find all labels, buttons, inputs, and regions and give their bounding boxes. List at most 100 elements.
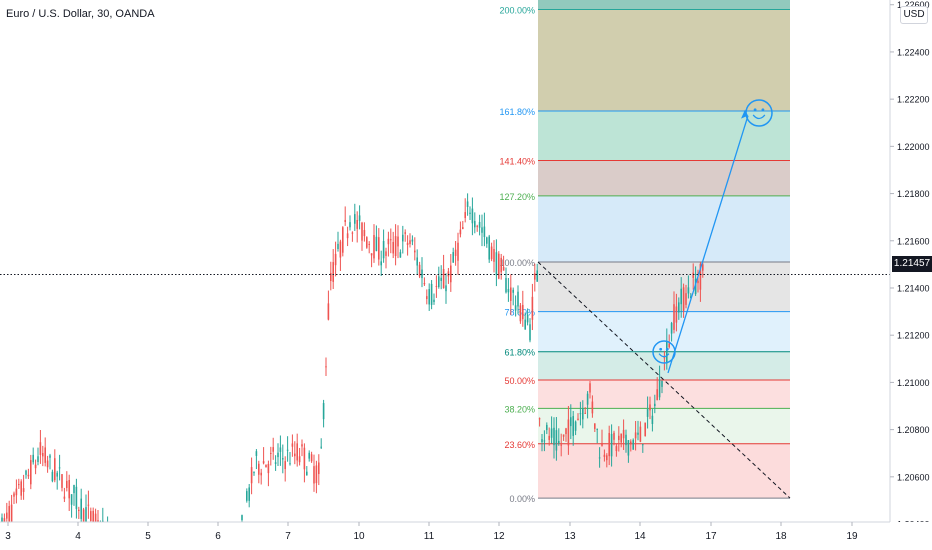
candle-body xyxy=(435,285,438,287)
candle-body xyxy=(265,464,267,468)
candle-body xyxy=(387,238,390,245)
candle-body xyxy=(392,241,394,254)
candle-body xyxy=(363,230,366,237)
candle-body xyxy=(452,252,454,263)
candle-body xyxy=(625,434,627,446)
candle-body xyxy=(526,314,529,323)
candle-body xyxy=(608,432,610,457)
candle-body xyxy=(459,229,462,235)
candle-body xyxy=(63,496,66,499)
candle-body xyxy=(294,453,296,457)
candle-body xyxy=(462,227,464,229)
candle-body xyxy=(339,241,342,258)
time-tick-label: 14 xyxy=(634,531,646,542)
candle-body xyxy=(361,222,363,241)
candle-body xyxy=(411,239,414,242)
candle-body xyxy=(687,287,690,294)
smiley-icon-eye xyxy=(761,108,765,112)
candle-body xyxy=(507,288,510,293)
time-axis-bg xyxy=(0,522,932,550)
candle-body xyxy=(644,422,646,437)
time-tick-label: 17 xyxy=(705,531,717,542)
candle-body xyxy=(694,278,697,295)
candle-body xyxy=(471,208,474,224)
candle-body xyxy=(668,343,670,348)
candle-body xyxy=(54,458,56,481)
candle-body xyxy=(346,233,349,239)
candle-body xyxy=(394,236,397,256)
candle-body xyxy=(25,470,27,475)
candle-body xyxy=(318,462,320,475)
smiley-icon xyxy=(652,340,676,364)
fib-level-label: 127.20% xyxy=(499,192,535,202)
fib-zone xyxy=(538,195,790,263)
time-tick-label: 3 xyxy=(5,531,11,542)
fib-level-label: 50.00% xyxy=(504,376,535,386)
candle-body xyxy=(562,434,565,437)
candle-body xyxy=(584,412,586,414)
candle-body xyxy=(270,453,272,455)
candle-body xyxy=(375,236,378,252)
candle-body xyxy=(493,248,495,262)
candle-body xyxy=(61,474,63,488)
price-tick-label: 1.21000 xyxy=(897,378,930,388)
candle-body xyxy=(75,486,78,509)
candle-body xyxy=(692,272,694,278)
candle-body xyxy=(490,246,493,260)
candle-body xyxy=(380,261,382,266)
candle-body xyxy=(433,299,435,303)
candle-body xyxy=(78,509,80,512)
candle-body xyxy=(582,408,584,420)
candle-body xyxy=(661,381,663,387)
candle-body xyxy=(522,304,524,320)
candle-body xyxy=(248,487,250,501)
currency-badge[interactable]: USD xyxy=(900,6,928,24)
time-tick-label: 18 xyxy=(775,531,787,542)
candle-body xyxy=(330,272,332,281)
fib-zone xyxy=(538,0,790,10)
candle-body xyxy=(378,237,380,260)
price-tick-label: 1.21600 xyxy=(897,236,930,246)
candle-body xyxy=(546,424,548,431)
fib-level-label: 100.00% xyxy=(499,258,535,268)
candle-body xyxy=(250,467,253,484)
candle-body xyxy=(649,404,651,411)
candle-body xyxy=(656,389,658,401)
candle-body xyxy=(351,232,354,234)
candle-body xyxy=(428,289,430,305)
candle-body xyxy=(277,452,279,458)
candle-body xyxy=(620,433,622,443)
candle-body xyxy=(272,447,274,452)
candle-body xyxy=(85,507,87,523)
price-tick-label: 1.22200 xyxy=(897,95,930,105)
candle-body xyxy=(246,491,248,501)
candle-body xyxy=(651,415,654,424)
candle-body xyxy=(421,269,423,279)
candle-body xyxy=(414,250,416,253)
candle-body xyxy=(8,506,10,523)
candle-body xyxy=(373,235,375,259)
candle-body xyxy=(51,471,54,482)
candle-body xyxy=(87,504,90,506)
candle-body xyxy=(56,472,58,477)
candle-body xyxy=(368,243,370,245)
candle-body xyxy=(478,221,481,228)
smiley-icon-eye xyxy=(753,108,757,112)
candle-body xyxy=(332,262,334,282)
candle-body xyxy=(66,480,68,489)
candle-body xyxy=(282,458,284,460)
candle-body xyxy=(58,467,61,469)
price-tick-label: 1.21400 xyxy=(897,283,930,293)
candle-body xyxy=(658,379,661,398)
smiley-icon-mouth xyxy=(752,114,766,120)
candle-body xyxy=(543,440,546,442)
candle-body xyxy=(279,447,282,452)
candle-body xyxy=(303,447,306,470)
candle-body xyxy=(553,427,555,446)
candle-body xyxy=(42,453,44,457)
fib-level-label: 23.60% xyxy=(504,440,535,450)
candle-body xyxy=(440,277,442,281)
candle-body xyxy=(306,471,308,476)
